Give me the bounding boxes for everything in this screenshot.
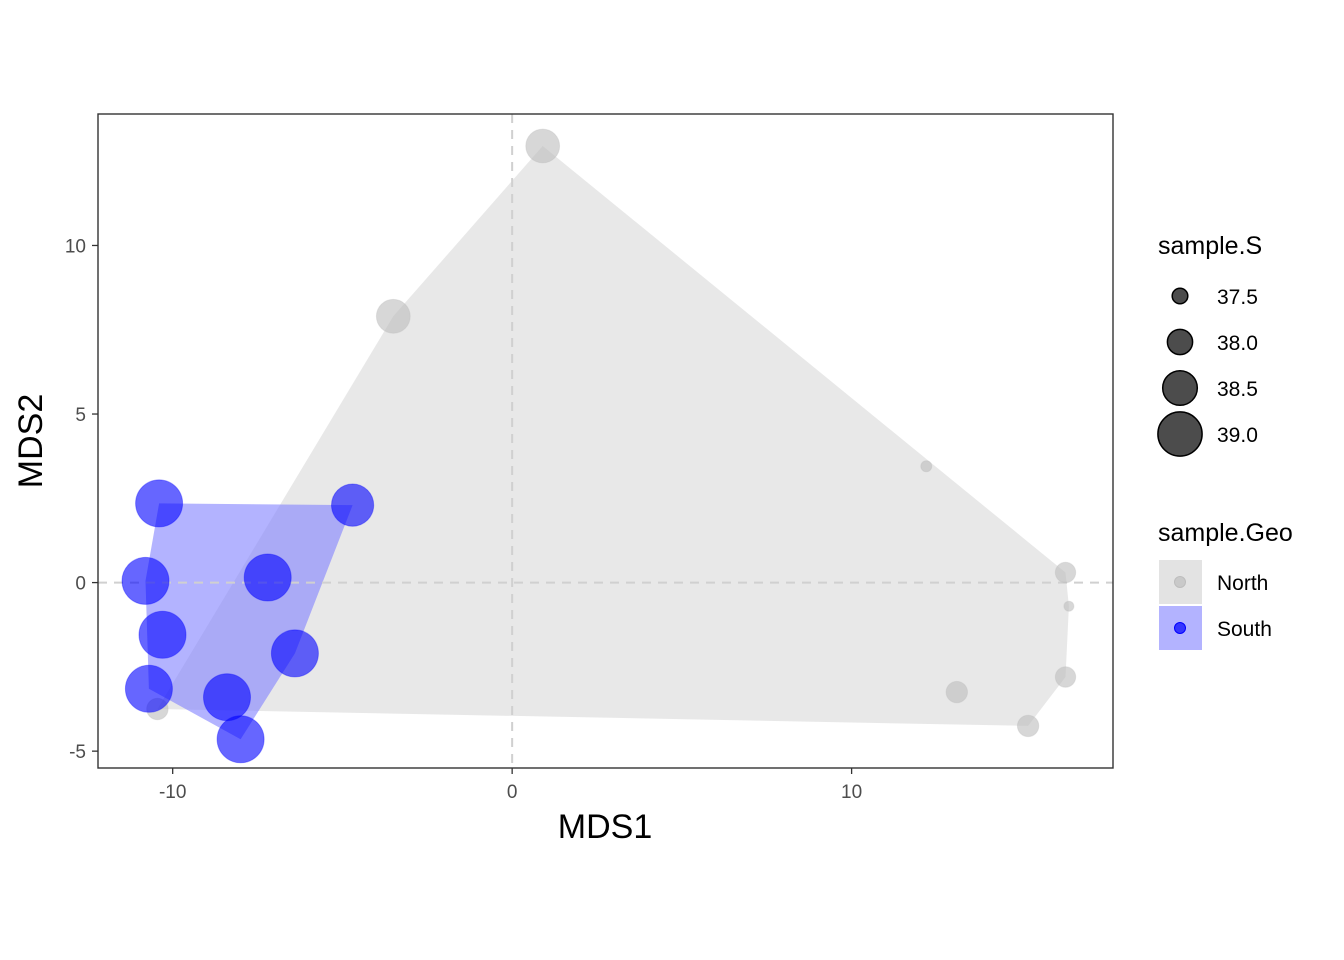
legend-size-label: 37.5 (1217, 286, 1258, 309)
legend-color-label: North (1217, 572, 1268, 595)
point-south (216, 715, 265, 764)
x-tick-label: 10 (841, 782, 862, 803)
x-tick-label: 0 (507, 782, 518, 803)
point-north (525, 128, 561, 164)
point-north (375, 298, 411, 334)
reference-lines (98, 114, 1113, 768)
point-south (243, 553, 292, 602)
legend-color-label: South (1217, 618, 1272, 641)
point-north (1054, 561, 1077, 584)
point-south (138, 610, 187, 659)
legend-color-dot-north (1174, 576, 1186, 588)
legend-color-entries: North South (1159, 560, 1272, 650)
x-tick-label: -10 (159, 782, 186, 803)
y-tick-label: -5 (69, 742, 86, 763)
point-south (203, 673, 251, 722)
group-hulls (145, 146, 1069, 740)
point-south (331, 483, 375, 527)
legend-size-key (1157, 411, 1203, 457)
point-north (945, 680, 968, 704)
point-south (270, 629, 319, 678)
legend-size-key (1171, 287, 1189, 305)
legend-color-dot-south (1174, 622, 1186, 634)
point-north (1054, 666, 1077, 688)
point-south (124, 664, 173, 713)
point-south (135, 479, 184, 528)
data-points (121, 128, 1077, 764)
legend: sample.S 37.5 38.0 38.5 39.0 sample.Geo Nor… (1157, 232, 1293, 650)
point-north (920, 460, 933, 473)
legend-size-label: 39.0 (1217, 424, 1258, 447)
point-north (1063, 600, 1075, 612)
legend-size-title: sample.S (1158, 232, 1262, 260)
panel-border (97, 113, 1114, 769)
point-south (121, 556, 170, 605)
y-axis-title: MDS2 (12, 394, 50, 488)
x-axis-title: MDS1 (558, 808, 652, 846)
legend-size-entries: 37.5 38.0 38.5 39.0 (1157, 286, 1258, 457)
hull-north (157, 146, 1069, 726)
x-axis: -10 0 10 (159, 768, 862, 803)
hull-south (145, 503, 353, 740)
y-tick-label: 5 (75, 405, 86, 426)
y-tick-label: 0 (75, 574, 86, 595)
y-axis: -5 0 5 10 (65, 236, 98, 763)
point-north (1016, 714, 1040, 738)
legend-size-label: 38.5 (1217, 378, 1258, 401)
legend-size-key (1166, 328, 1194, 356)
y-tick-label: 10 (65, 236, 86, 257)
legend-size-label: 38.0 (1217, 332, 1258, 355)
legend-size-key (1161, 369, 1199, 407)
legend-color-title: sample.Geo (1158, 519, 1293, 547)
